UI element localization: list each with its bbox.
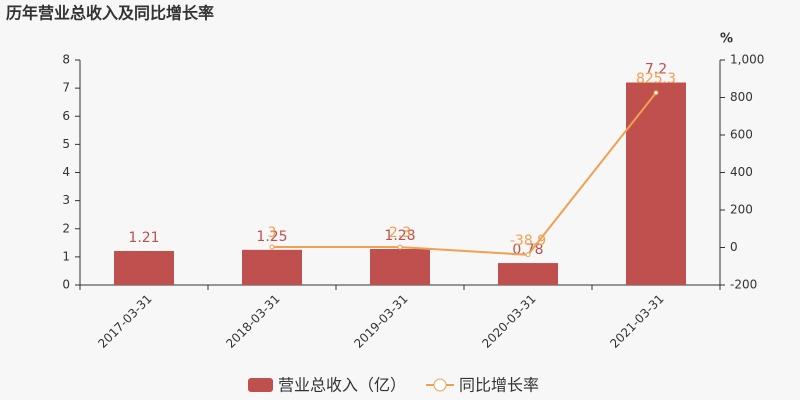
line-point: [269, 244, 275, 250]
line-point: [653, 90, 659, 96]
line: [271, 92, 657, 256]
y-tick-label: 2: [62, 221, 70, 235]
y2-tick-label: 200: [730, 203, 753, 217]
legend-label: 同比增长率: [459, 376, 539, 395]
line-value-label: 2.3: [389, 225, 411, 241]
y-tick-label: 5: [62, 137, 70, 151]
bar: [242, 249, 302, 285]
line-point: [397, 244, 403, 250]
line-point: [525, 252, 531, 258]
bar-value-label: 7.2: [645, 62, 667, 78]
y2-tick-label: 800: [730, 90, 753, 104]
x-tick-label: 2017-03-31: [95, 292, 154, 351]
bar-value-label: 1.21: [128, 230, 159, 246]
bar-value-label: 1.28: [384, 228, 415, 244]
line-value-label: -38.9: [510, 233, 546, 249]
y-tick-label: 7: [62, 81, 70, 95]
legend-swatch-point: [433, 378, 447, 392]
legend-label: 营业总收入（亿）: [278, 376, 406, 395]
y2-tick-label: 1,000: [730, 53, 764, 67]
bar: [626, 82, 686, 285]
chart-title: 历年营业总收入及同比增长率: [6, 4, 214, 23]
y2-tick-label: 400: [730, 165, 753, 179]
x-tick-label: 2019-03-31: [351, 292, 410, 351]
y2-unit: %: [720, 32, 733, 47]
y-tick-label: 0: [62, 278, 70, 292]
y-tick-label: 8: [62, 53, 70, 67]
y-tick-label: 6: [62, 109, 70, 123]
legend-swatch: [248, 378, 273, 392]
x-tick-label: 2021-03-31: [607, 292, 666, 351]
y-tick-label: 4: [62, 165, 70, 179]
y2-tick-label: 0: [730, 240, 738, 254]
y2-tick-label: 600: [730, 128, 753, 142]
y2-tick-label: -200: [730, 278, 757, 292]
x-tick-label: 2020-03-31: [479, 292, 538, 351]
bar: [370, 249, 430, 285]
line-value-label: 3: [268, 225, 277, 241]
y-tick-label: 1: [62, 249, 70, 263]
bar: [114, 250, 174, 285]
bar-value-label: 1.25: [256, 229, 287, 245]
line-value-label: 825.3: [636, 71, 676, 87]
x-tick-label: 2018-03-31: [223, 292, 282, 351]
bar: [498, 263, 558, 285]
y-tick-label: 3: [62, 193, 70, 207]
